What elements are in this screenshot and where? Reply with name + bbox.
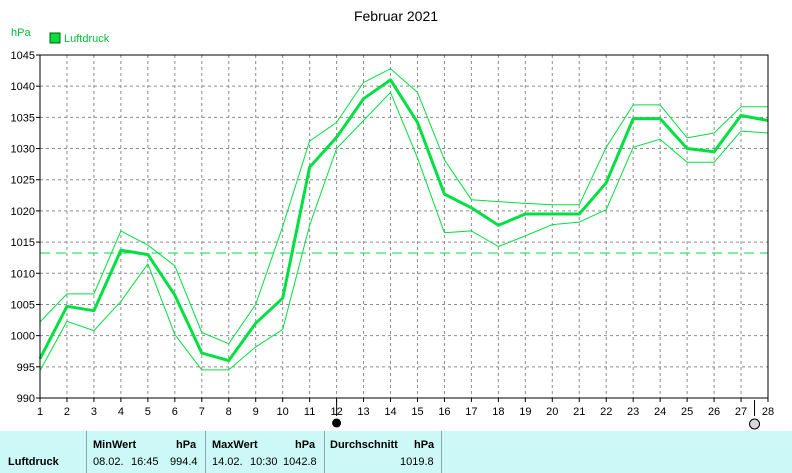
y-tick-label: 1030 xyxy=(11,144,35,156)
x-tick-label: 11 xyxy=(304,406,315,418)
stats-footer: Luftdruck MinWert hPa 08.02. 16:45 994.4… xyxy=(0,431,792,473)
max-value: 1042.8 xyxy=(283,456,317,468)
footer-row-label: Luftdruck xyxy=(8,456,59,468)
y-tick-label: 995 xyxy=(17,362,35,374)
x-tick-label: 1 xyxy=(37,406,43,418)
y-tick-label: 990 xyxy=(17,393,35,405)
x-tick-label: 23 xyxy=(627,406,639,418)
avg-cell: Durchschnitt hPa 1019.8 xyxy=(324,431,442,473)
max-time: 10:30 xyxy=(250,456,278,468)
avg-title: Durchschnitt xyxy=(330,439,398,451)
x-tick-label: 20 xyxy=(546,406,558,418)
x-tick-label: 22 xyxy=(600,406,612,418)
y-tick-label: 1005 xyxy=(11,299,35,311)
min-unit: hPa xyxy=(176,439,197,451)
min-date: 08.02. xyxy=(93,456,124,468)
x-tick-label: 9 xyxy=(253,406,259,418)
min-value: 994.4 xyxy=(170,456,198,468)
x-tick-label: 7 xyxy=(199,406,205,418)
y-tick-label: 1010 xyxy=(11,268,35,280)
grid xyxy=(40,55,768,398)
y-tick-label: 1045 xyxy=(11,50,35,62)
pressure-chart: Februar 2021 hPa Luftdruck 990 995 1000 100… xyxy=(11,8,774,430)
min-time: 16:45 xyxy=(131,456,159,468)
series-lines xyxy=(38,68,769,371)
x-tick-label: 26 xyxy=(708,406,720,418)
max-unit: hPa xyxy=(295,439,316,451)
legend-label[interactable]: Luftdruck xyxy=(64,33,110,45)
x-tick-label: 14 xyxy=(384,406,396,418)
series-mean-line xyxy=(38,78,769,363)
chart-title: Februar 2021 xyxy=(354,8,438,24)
y-tick-label: 1035 xyxy=(11,112,35,124)
x-tick-label: 10 xyxy=(277,406,289,418)
y-tick-label: 1015 xyxy=(11,237,35,249)
x-tick-label: 16 xyxy=(438,406,450,418)
x-tick-label: 28 xyxy=(762,406,774,418)
marker-filled-circle xyxy=(332,418,342,428)
min-title: MinWert xyxy=(93,439,137,451)
y-tick-label: 1000 xyxy=(11,331,35,343)
x-tick-label: 21 xyxy=(573,406,585,418)
footer-label-cell: Luftdruck xyxy=(0,431,87,473)
y-tick-label: 1040 xyxy=(11,81,35,93)
x-tick-label: 15 xyxy=(411,406,423,418)
x-tick-label: 24 xyxy=(654,406,666,418)
y-unit-label: hPa xyxy=(11,27,31,39)
min-cell: MinWert hPa 08.02. 16:45 994.4 xyxy=(86,431,206,473)
x-tick-label: 6 xyxy=(172,406,178,418)
series-min-line xyxy=(39,91,769,371)
x-tick-label: 13 xyxy=(357,406,369,418)
x-axis: 1 2 3 4 5 6 7 8 9 10 11 12 13 14 15 16 17 18 19 20 21 22 23 24 2… xyxy=(37,398,774,418)
avg-value: 1019.8 xyxy=(400,456,434,468)
legend-swatch xyxy=(49,32,61,44)
max-date: 14.02. xyxy=(212,456,243,468)
x-tick-label: 3 xyxy=(91,406,97,418)
series-max-line xyxy=(39,68,768,345)
x-tick-label: 2 xyxy=(64,406,70,418)
axis-markers xyxy=(332,400,761,430)
max-title: MaxWert xyxy=(212,439,258,451)
max-cell: MaxWert hPa 14.02. 10:30 1042.8 xyxy=(205,431,325,473)
x-tick-label: 17 xyxy=(465,406,477,418)
y-axis: 990 995 1000 1005 1010 1015 1020 1025 1030 1035 10… xyxy=(11,50,40,405)
y-tick-label: 1020 xyxy=(11,206,35,218)
plot-frame xyxy=(39,54,769,399)
avg-unit: hPa xyxy=(414,439,435,451)
y-tick-label: 1025 xyxy=(11,175,35,187)
x-tick-label: 18 xyxy=(492,406,504,418)
x-tick-label: 8 xyxy=(226,406,232,418)
x-tick-label: 5 xyxy=(145,406,151,418)
x-tick-label: 27 xyxy=(735,406,747,418)
x-tick-label: 25 xyxy=(681,406,693,418)
x-tick-label: 19 xyxy=(519,406,531,418)
x-tick-label: 4 xyxy=(118,406,124,418)
marker-open-circle xyxy=(749,418,761,430)
